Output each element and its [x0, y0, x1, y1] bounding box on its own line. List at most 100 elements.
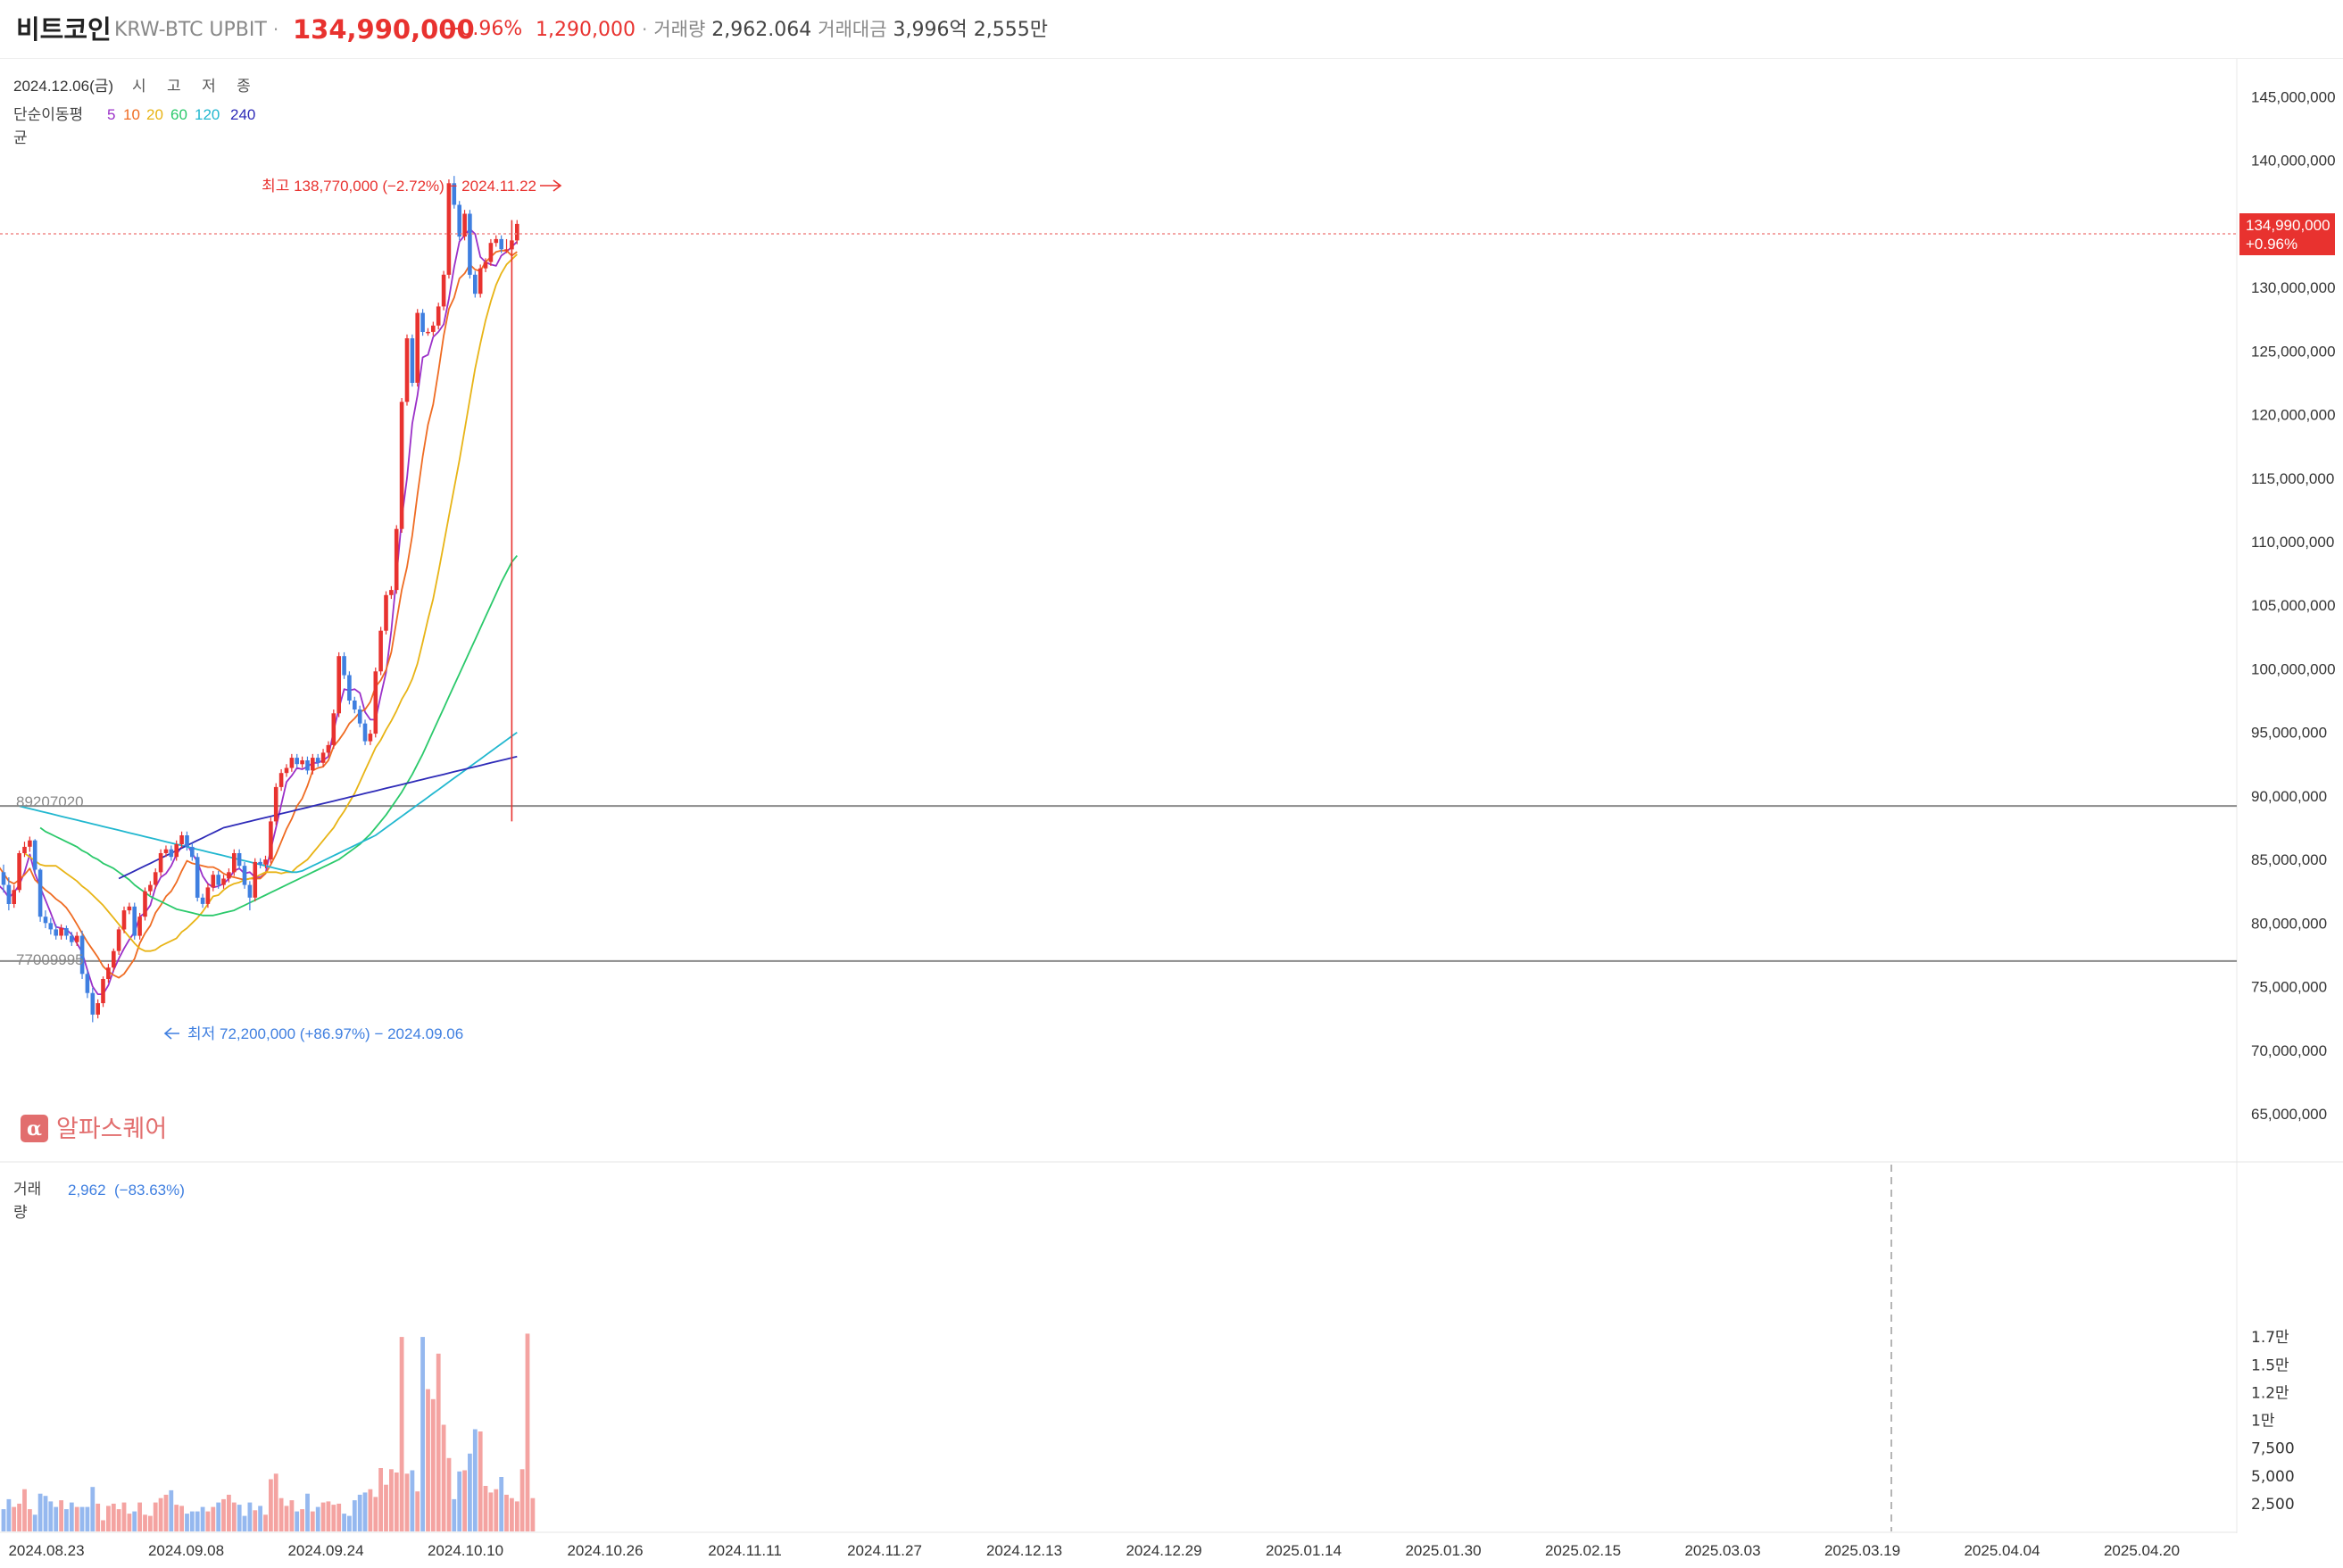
- volume-bar: [200, 1506, 205, 1531]
- candle-body: [311, 758, 315, 771]
- volume-bar: [295, 1511, 300, 1531]
- volume-bar: [205, 1511, 211, 1531]
- current-price: 134,990,000: [293, 14, 475, 45]
- date-tick-label: 2024.11.27: [847, 1542, 922, 1559]
- volume-bar: [48, 1501, 54, 1531]
- price-tick-label: 85,000,000: [2251, 851, 2327, 868]
- volume-bar: [368, 1489, 373, 1531]
- ma-legend-item-5[interactable]: 5: [107, 106, 115, 123]
- candle-body: [242, 866, 247, 885]
- price-tick-label: 90,000,000: [2251, 788, 2327, 805]
- candle-body: [488, 243, 494, 262]
- trade-amount-value: 3,996억 2,555만: [893, 19, 1048, 41]
- volume-bar: [127, 1514, 132, 1531]
- volume-bar: [457, 1471, 462, 1531]
- volume-bar: [326, 1501, 331, 1531]
- candle-body: [399, 402, 404, 529]
- volume-bar: [289, 1500, 295, 1531]
- volume-bar: [426, 1389, 430, 1531]
- price-tick-label: 100,000,000: [2251, 660, 2336, 677]
- candlesticks: [1, 176, 519, 1023]
- volume-bar: [499, 1477, 504, 1531]
- candle-body: [137, 917, 142, 936]
- crosshair-date: 2024.12.06(금): [13, 78, 113, 95]
- volume-bar: [85, 1506, 90, 1531]
- volume-bar: [69, 1502, 74, 1531]
- ma-legend-item-20[interactable]: 20: [146, 106, 163, 123]
- ma-legend[interactable]: 5 10 20 60 120 240: [107, 106, 255, 123]
- volume-bar: [525, 1333, 530, 1531]
- candle-body: [263, 859, 268, 865]
- volume-bar: [478, 1431, 483, 1531]
- volume-bar: [483, 1486, 488, 1531]
- candle-body: [415, 312, 420, 383]
- volume-bar: [59, 1500, 63, 1531]
- volume-bar: [347, 1515, 352, 1531]
- candle-body: [96, 1003, 100, 1015]
- candle-body: [499, 238, 503, 250]
- volume-bar: [37, 1493, 43, 1531]
- volume-panel-label-wrap: 량: [13, 1204, 28, 1222]
- volume-bar: [158, 1497, 163, 1531]
- candle-body: [320, 752, 326, 763]
- volume-bar: [530, 1497, 536, 1531]
- candle-body: [378, 630, 383, 672]
- ma-240-line: [118, 755, 518, 880]
- candle-body: [353, 701, 357, 709]
- volume-bar: [32, 1514, 37, 1531]
- volume-label: 거래량: [653, 19, 706, 40]
- candle-body: [284, 767, 289, 774]
- volume-bar: [153, 1502, 158, 1531]
- date-tick-label: 2025.04.04: [1964, 1542, 2040, 1559]
- date-tick-label: 2025.02.15: [1545, 1542, 1621, 1559]
- candle-body: [37, 869, 43, 917]
- ma-legend-item-60[interactable]: 60: [170, 106, 187, 123]
- volume-bar: [179, 1506, 184, 1531]
- candle-body: [1, 872, 6, 885]
- price-chart[interactable]: 65,000,000 70,000,000 75,000,000 80,000,000…: [0, 59, 2343, 1568]
- candle-body: [504, 249, 509, 251]
- candle-body: [426, 331, 430, 334]
- volume-bar: [242, 1515, 247, 1531]
- volume-bar: [410, 1470, 415, 1531]
- price-tick-label: 140,000,000: [2251, 153, 2336, 170]
- candle-body: [373, 671, 378, 734]
- candle-body: [64, 928, 69, 936]
- date-tick-label: 2024.09.24: [287, 1542, 363, 1559]
- ma-legend-item-10[interactable]: 10: [123, 106, 140, 123]
- candle-body: [216, 875, 220, 885]
- volume-bar: [185, 1514, 189, 1531]
- ma-legend-item-240[interactable]: 240: [230, 106, 255, 123]
- volume-bar: [352, 1500, 357, 1531]
- volume-axis: 2,500 5,000 7,500 1만 1.2만 1.5만 1.7만: [2251, 1329, 2295, 1514]
- candle-body: [221, 878, 226, 885]
- date-tick-label: 2025.01.30: [1405, 1542, 1481, 1559]
- watermark: 알파스퀘어: [56, 1116, 167, 1143]
- candle-body: [153, 872, 158, 885]
- asset-name[interactable]: 비트코인: [16, 14, 112, 45]
- candle-body: [158, 853, 163, 873]
- candle-body: [132, 906, 137, 936]
- volume-bar: [12, 1506, 17, 1531]
- volume-bar: [169, 1489, 174, 1531]
- volume-bar: [1, 1509, 6, 1531]
- ticker-header: 비트코인 KRW-BTC UPBIT · 134,990,000 +0.96% …: [0, 0, 2343, 59]
- candle-body: [163, 849, 169, 853]
- candle-body: [121, 910, 127, 930]
- date-tick-label: 2025.04.20: [2104, 1542, 2180, 1559]
- current-price-tag-pct: +0.96%: [2246, 236, 2297, 253]
- ma-legend-item-120[interactable]: 120: [195, 106, 220, 123]
- low-annotation: 최저 72,200,000 (+86.97%) − 2024.09.06: [187, 1025, 463, 1042]
- ma-legend-title-wrap: 균: [13, 129, 28, 147]
- candle-body: [483, 261, 488, 269]
- volume-tick-label: 1.7만: [2251, 1329, 2289, 1347]
- volume-bar: [504, 1494, 509, 1531]
- volume-bar: [28, 1509, 32, 1531]
- volume-bar: [420, 1337, 425, 1531]
- candle-body: [289, 758, 295, 768]
- volume-bar: [488, 1492, 494, 1531]
- current-price-tag-value: 134,990,000: [2246, 217, 2331, 234]
- volume-tick-label: 1만: [2251, 1413, 2275, 1431]
- candle-body: [404, 338, 410, 402]
- volume-bar: [106, 1506, 111, 1531]
